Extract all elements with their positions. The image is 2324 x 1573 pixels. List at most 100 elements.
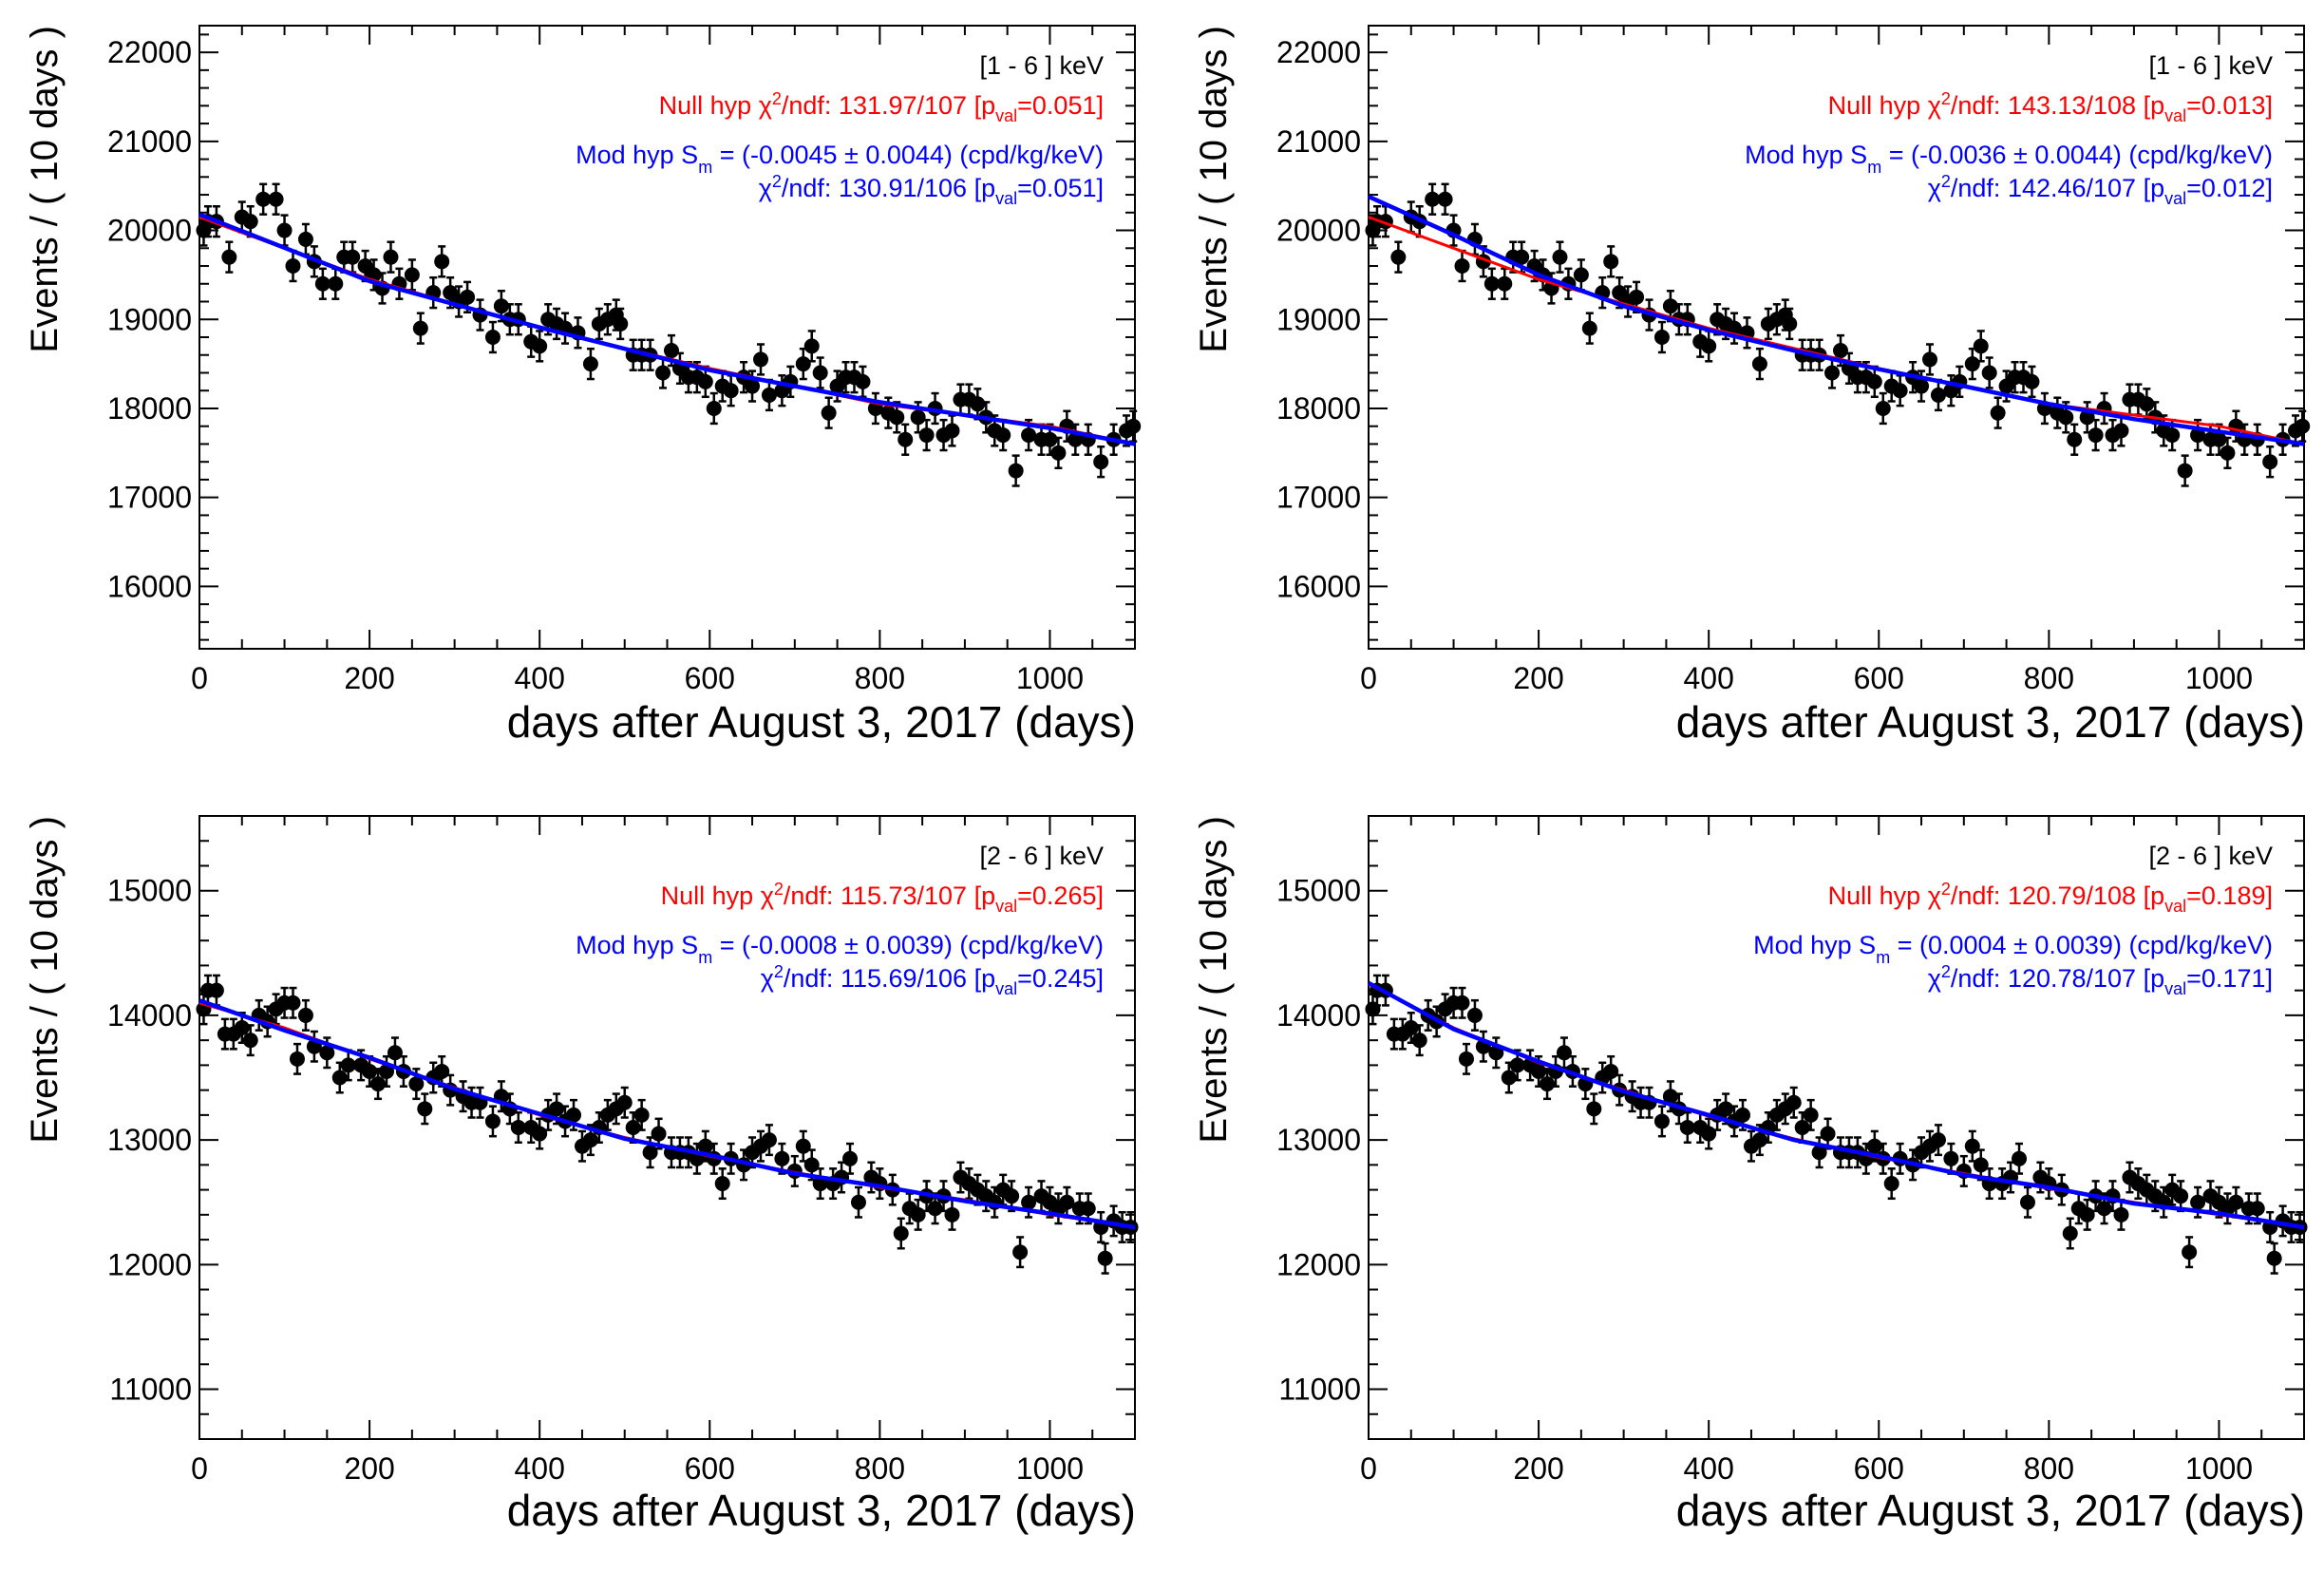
data-point (2088, 427, 2104, 444)
data-point (383, 249, 399, 265)
data-point (2295, 418, 2311, 434)
data-point (1866, 373, 1882, 389)
data-point (549, 1101, 565, 1117)
x-tick-label: 400 (514, 661, 564, 695)
data-point (663, 343, 679, 359)
x-tick-label: 200 (1513, 661, 1563, 695)
chi-symbol: χ (1928, 964, 1941, 993)
data-point (1586, 1101, 1602, 1117)
data-point (642, 1145, 658, 1161)
data-point (345, 249, 361, 265)
data-point (1021, 427, 1037, 444)
data-point (812, 365, 828, 381)
mod-hyp-pval: 0.171 (2201, 964, 2266, 993)
mod-hyp-fit-curve (1368, 194, 2305, 446)
x-axis-title: days after August 3, 2017 (days) (1676, 697, 2305, 747)
mod-hyp-sm: (-0.0045 ± 0.0044) (cpd/kg/keV) (742, 141, 1104, 169)
data-point (2266, 1250, 2282, 1266)
data-point (328, 275, 344, 292)
data-point (842, 1150, 859, 1166)
data-point (745, 378, 761, 394)
data-point (1964, 356, 1980, 372)
data-point (2228, 1194, 2244, 1210)
s-label: S (1852, 931, 1877, 959)
y-tick-label: 14000 (1276, 998, 1361, 1033)
data-point (821, 405, 837, 421)
chart-panel: 0 200 400 600 800 1000 11000 12000 13000 14000 150… (1193, 815, 2308, 1535)
y-tick-label: 11000 (1278, 1373, 1361, 1407)
data-point (1922, 351, 1937, 368)
data-point (2173, 1188, 2189, 1204)
data-point (1820, 1126, 1836, 1142)
data-point (297, 231, 313, 247)
x-axis-title: days after August 3, 2017 (days) (1676, 1486, 2305, 1535)
data-point (1068, 431, 1084, 447)
mod-hyp-sm: (0.0004 ± 0.0039) (cpd/kg/keV) (1919, 931, 2273, 959)
data-point (532, 338, 548, 354)
mod-hyp-pval: 0.012 (2201, 174, 2266, 202)
data-point (1454, 995, 1470, 1011)
data-point (1751, 1132, 1767, 1148)
data-point (2182, 1244, 2198, 1260)
equals: = (712, 141, 742, 169)
y-tick-label: 12000 (1276, 1247, 1361, 1281)
data-point (897, 431, 914, 447)
null-hyp-chi2: 131.97/107 (839, 91, 967, 120)
subscript: m (1867, 158, 1881, 177)
data-point (1824, 365, 1841, 381)
data-point (910, 1206, 926, 1222)
data-point (1930, 1132, 1946, 1148)
data-point (2177, 463, 2193, 479)
bracket: ] (1096, 174, 1104, 202)
data-point (2096, 1201, 2112, 1217)
data-point (1050, 445, 1067, 461)
data-point (795, 356, 811, 372)
mod-hyp-sm: (-0.0008 ± 0.0039) (cpd/kg/keV) (742, 931, 1104, 959)
data-point (1892, 383, 1908, 399)
data-point (616, 1094, 633, 1110)
superscript: 2 (1941, 880, 1951, 899)
p-label: [p (2136, 91, 2164, 120)
data-point (1990, 405, 2006, 421)
data-point (927, 1201, 943, 1217)
data-point (566, 1107, 581, 1123)
chi-symbol: χ (1920, 881, 1941, 910)
chi-symbol: χ (759, 174, 772, 202)
bracket: ] (1096, 91, 1104, 120)
data-point (723, 383, 739, 399)
data-point (2012, 1150, 2028, 1166)
data-point (434, 1063, 450, 1079)
data-point (412, 320, 428, 336)
null-hyp-label: Null hyp (1828, 881, 1921, 910)
subscript: m (698, 158, 712, 177)
data-point (1943, 1150, 1959, 1166)
equals: = (2186, 964, 2201, 993)
x-tick-label: 0 (191, 661, 208, 695)
superscript: 2 (1941, 172, 1951, 191)
data-point (434, 254, 450, 270)
ndf-label: /ndf: (1951, 964, 2008, 993)
equals: = (2186, 881, 2201, 910)
data-point (761, 387, 777, 403)
equals: = (1017, 174, 1032, 202)
p-label: [p (2136, 964, 2164, 993)
data-point (1012, 1244, 1029, 1260)
data-point (910, 409, 926, 426)
data-point (582, 1132, 598, 1148)
data-point (289, 1051, 305, 1067)
data-point (2079, 1206, 2095, 1222)
null-hyp-stats: Null hyp χ2/ndf: 120.79/108 [pval=0.189] (1828, 880, 2273, 916)
mod-hyp-chi2: 142.46/107 (2008, 174, 2136, 202)
x-axis-title: days after August 3, 2017 (days) (507, 1486, 1136, 1535)
data-point (1786, 1094, 1802, 1110)
x-tick-label: 1000 (2185, 1451, 2253, 1486)
data-point (803, 338, 820, 354)
data-point (1483, 275, 1500, 292)
x-tick-label: 1000 (1016, 1451, 1084, 1486)
ndf-label: /ndf: (782, 174, 839, 202)
data-point (2190, 427, 2206, 444)
s-label: S (1843, 141, 1868, 169)
data-point (2262, 454, 2278, 470)
y-tick-label: 21000 (1276, 124, 1361, 159)
data-point (276, 222, 293, 238)
